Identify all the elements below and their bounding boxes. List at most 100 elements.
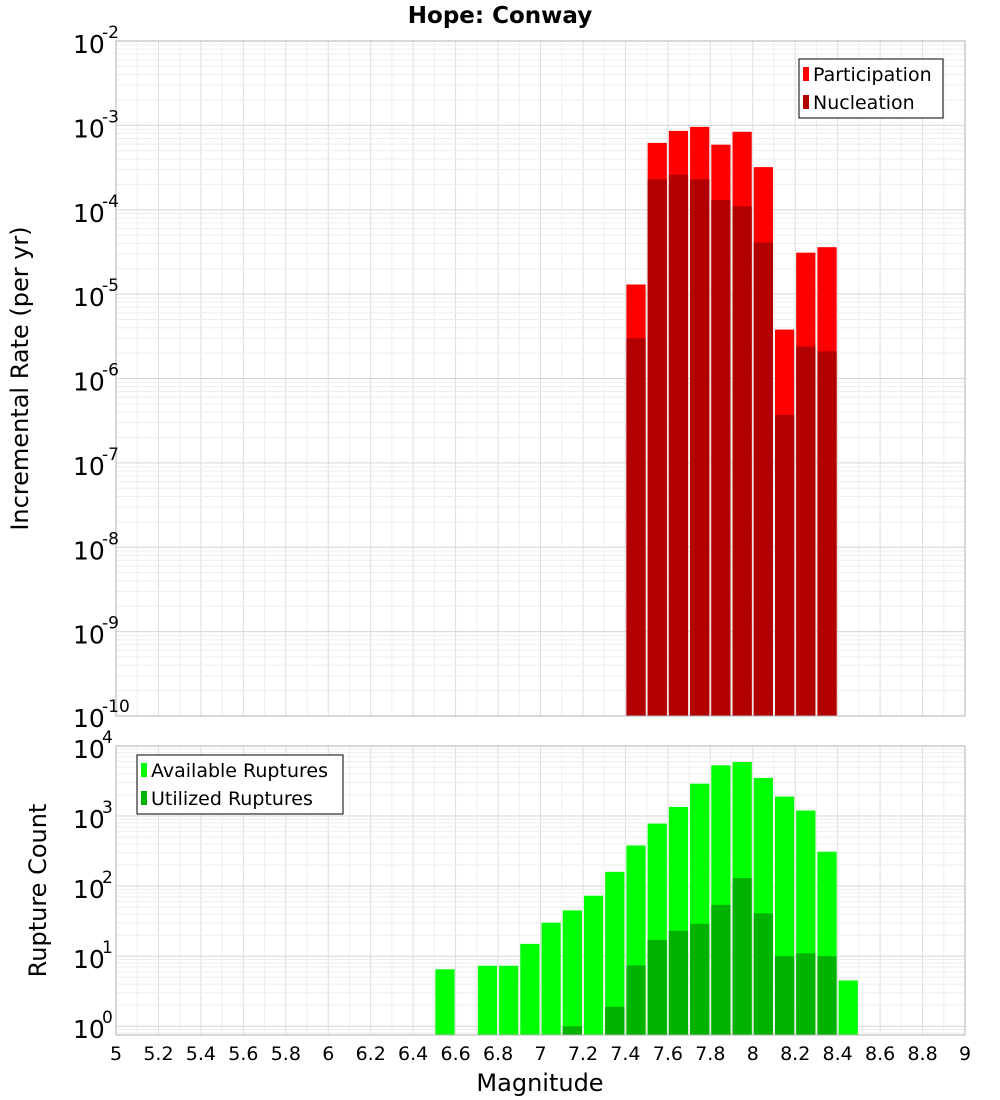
x-axis-label: Magnitude <box>476 1069 603 1097</box>
utilized-bar <box>562 1026 582 1035</box>
x-tick-label: 6.4 <box>398 1043 428 1065</box>
y-axis-label: Incremental Rate (per yr) <box>6 226 34 530</box>
available-bar <box>838 980 858 1035</box>
x-tick-label: 7.8 <box>695 1043 725 1065</box>
legend-swatch <box>141 791 147 805</box>
legend-box <box>798 58 944 119</box>
nucleation-bar <box>690 179 710 716</box>
legend-swatch <box>141 763 147 777</box>
available-bar <box>520 943 540 1035</box>
legend-box <box>136 754 344 815</box>
available-bar <box>435 969 455 1035</box>
y-tick-exponent: 3 <box>102 798 113 818</box>
y-tick-exponent: -2 <box>102 23 119 43</box>
x-tick-label: 5.4 <box>186 1043 216 1065</box>
x-tick-label: 7.6 <box>653 1043 683 1065</box>
x-tick-label: 7.2 <box>568 1043 598 1065</box>
plot-frame <box>115 745 966 1036</box>
nucleation-bar <box>711 200 731 716</box>
nucleation-bar <box>753 242 773 716</box>
x-tick-label: 9 <box>959 1043 971 1065</box>
y-tick-exponent: 4 <box>102 728 113 748</box>
utilized-bar <box>690 923 710 1035</box>
x-tick-label: 8.8 <box>907 1043 937 1065</box>
utilized-bar <box>711 904 731 1035</box>
nucleation-bar <box>668 174 689 716</box>
y-tick-label: 10 <box>73 536 105 565</box>
legend-label: Utilized Ruptures <box>151 788 313 810</box>
utilized-bar <box>668 930 689 1035</box>
y-tick-exponent: -10 <box>102 697 130 717</box>
x-tick-label: 8.6 <box>865 1043 895 1065</box>
x-tick-label: 8.2 <box>780 1043 810 1065</box>
x-tick-label: 6 <box>322 1043 334 1065</box>
utilized-bar <box>796 953 816 1035</box>
x-tick-label: 8 <box>747 1043 759 1065</box>
y-tick-label: 10 <box>73 452 105 481</box>
available-bar <box>477 965 498 1035</box>
plot-frame <box>115 40 966 717</box>
utilized-bar <box>732 878 752 1035</box>
available-bar <box>583 895 604 1035</box>
y-tick-exponent: 2 <box>102 868 113 888</box>
y-axis-label: Rupture Count <box>24 804 52 978</box>
x-tick-label: 7 <box>534 1043 546 1065</box>
y-tick-label: 10 <box>73 368 105 397</box>
y-tick-label: 10 <box>73 283 105 312</box>
y-tick-exponent: -3 <box>102 107 119 127</box>
nucleation-bar <box>817 351 837 716</box>
y-tick-label: 10 <box>73 621 105 650</box>
legend-swatch <box>803 95 809 109</box>
legend-label: Nucleation <box>813 92 915 114</box>
y-tick-label: 10 <box>73 30 105 59</box>
x-tick-label: 5.6 <box>228 1043 258 1065</box>
y-tick-exponent: -9 <box>102 614 119 634</box>
x-tick-label: 6.8 <box>483 1043 513 1065</box>
y-tick-label: 10 <box>73 875 105 904</box>
legend-label: Participation <box>813 64 932 86</box>
utilized-bar <box>647 940 667 1035</box>
y-tick-exponent: -7 <box>102 445 119 465</box>
x-tick-label: 8.4 <box>823 1043 853 1065</box>
x-tick-label: 6.6 <box>440 1043 470 1065</box>
chart-title: Hope: Conway <box>408 3 592 29</box>
y-tick-exponent: -6 <box>102 361 119 381</box>
utilized-bar <box>817 956 837 1035</box>
utilized-bar <box>626 965 646 1035</box>
nucleation-bar <box>796 346 816 716</box>
nucleation-bar <box>647 179 667 716</box>
y-tick-exponent: 1 <box>102 938 113 958</box>
available-bar <box>541 922 561 1035</box>
available-bar <box>605 871 625 1035</box>
x-tick-label: 6.2 <box>356 1043 386 1065</box>
y-tick-exponent: 0 <box>102 1008 113 1028</box>
nucleation-bar <box>626 338 646 716</box>
y-tick-label: 10 <box>73 805 105 834</box>
available-bar <box>562 910 582 1035</box>
rate-plot: 10-1010-910-810-710-610-510-410-310-2Inc… <box>6 23 966 733</box>
y-tick-exponent: -4 <box>102 192 119 212</box>
y-tick-label: 10 <box>73 735 105 764</box>
utilized-bar <box>753 913 773 1035</box>
utilized-bar <box>774 956 795 1035</box>
legend-label: Available Ruptures <box>151 760 328 782</box>
y-tick-label: 10 <box>73 1015 105 1044</box>
nucleation-bar <box>732 206 752 716</box>
x-tick-label: 5.2 <box>143 1043 173 1065</box>
y-tick-exponent: -8 <box>102 529 119 549</box>
y-tick-exponent: -5 <box>102 276 119 296</box>
y-tick-label: 10 <box>73 945 105 974</box>
x-tick-label: 5.8 <box>271 1043 301 1065</box>
nucleation-bar <box>774 414 795 716</box>
legend-swatch <box>803 67 809 81</box>
utilized-bar <box>605 1006 625 1035</box>
x-tick-label: 5 <box>110 1043 122 1065</box>
y-tick-label: 10 <box>73 114 105 143</box>
y-tick-label: 10 <box>73 199 105 228</box>
y-tick-label: 10 <box>73 704 105 733</box>
available-bar <box>499 965 519 1035</box>
x-tick-label: 7.4 <box>610 1043 640 1065</box>
